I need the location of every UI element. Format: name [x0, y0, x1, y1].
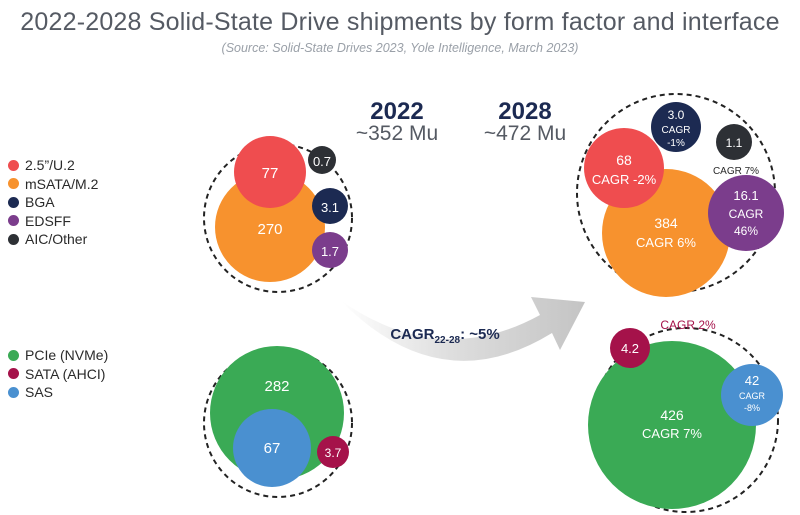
cagr-2028-edsff-value: 46%: [734, 224, 758, 238]
bubble-2022-u2: [234, 136, 306, 208]
bubble-2028-aic: [716, 124, 752, 160]
bubble-2028-edsff: [708, 175, 784, 251]
arrow-cagr-sub: 22-28: [434, 335, 460, 346]
legend-item-m2: mSATA/M.2: [8, 175, 98, 194]
cagr-2028-aic: CAGR 7%: [713, 166, 759, 177]
legend-item-u2: 2.5”/U.2: [8, 156, 98, 175]
legend-dot-sata: [8, 368, 19, 380]
value-2028-pcie: 426: [660, 407, 684, 423]
bubble-2022-sata: [317, 436, 349, 468]
arrow-cagr-label: CAGR22-28: ~5%: [390, 326, 499, 346]
cagr-2028-sas: CAGR: [739, 391, 766, 401]
dashed-outline-2022-form-factor: [203, 143, 353, 293]
legend-dot-bga: [8, 196, 19, 208]
cagr-2028-edsff: CAGR: [729, 207, 764, 221]
legend-interface: PCIe (NVMe) SATA (AHCI) SAS: [8, 346, 108, 402]
legend-item-sata: SATA (AHCI): [8, 365, 108, 384]
legend-dot-pcie: [8, 349, 19, 361]
legend-item-bga: BGA: [8, 193, 98, 212]
value-2022-sata: 3.7: [325, 446, 342, 460]
legend-item-sas: SAS: [8, 383, 108, 402]
legend-label-sas: SAS: [25, 384, 54, 401]
bubble-2022-sas: [233, 409, 311, 487]
value-2028-aic: 1.1: [726, 136, 743, 150]
legend-label-bga: BGA: [25, 194, 55, 211]
legend-item-edsff: EDSFF: [8, 212, 98, 231]
cagr-2028-u2: CAGR -2%: [592, 172, 657, 187]
legend-item-pcie: PCIe (NVMe): [8, 346, 108, 365]
total-2028-label: ~472 Mu: [483, 122, 567, 145]
bubble-2022-msata-m2: [215, 172, 325, 282]
legend-label-aic: AIC/Other: [25, 231, 88, 248]
legend-label-m2: mSATA/M.2: [25, 175, 99, 192]
legend-dot-aic: [8, 233, 19, 245]
value-2028-u2: 68: [616, 152, 632, 168]
legend-dot-u2: [8, 159, 19, 171]
value-2022-sas: 67: [264, 440, 281, 457]
legend-label-sata: SATA (AHCI): [25, 365, 106, 382]
value-2028-sas: 42: [745, 373, 759, 388]
value-2022-msata-m2: 270: [257, 221, 282, 238]
chart-title: 2022-2028 Solid-State Drive shipments by…: [20, 8, 780, 36]
cagr-2028-pcie: CAGR 7%: [642, 426, 702, 441]
value-2022-aic: 0.7: [313, 154, 331, 169]
year-2028-label: 2028: [498, 98, 552, 125]
value-2028-bga: 3.0: [668, 108, 685, 122]
value-2022-u2: 77: [262, 165, 279, 182]
bubble-2022-aic: [308, 146, 336, 174]
legend-dot-edsff: [8, 215, 19, 227]
arrow-cagr-prefix: CAGR: [390, 326, 434, 343]
legend-label-pcie: PCIe (NVMe): [25, 347, 109, 364]
arrow-cagr-value: : ~5%: [460, 326, 500, 343]
chart-source: (Source: Solid-State Drives 2023, Yole I…: [221, 41, 579, 55]
value-2028-sata: 4.2: [621, 341, 639, 356]
legend-item-aic: AIC/Other: [8, 230, 98, 249]
cagr-2028-sata: CAGR 2%: [660, 318, 716, 332]
bubble-2028-sas: [721, 364, 783, 426]
bubble-2022-bga: [312, 188, 348, 224]
legend-dot-sas: [8, 386, 19, 398]
legend-form-factor: 2.5”/U.2 mSATA/M.2 BGA EDSFF AIC/Other: [8, 156, 98, 249]
growth-arrow: [340, 297, 585, 361]
total-2022-label: ~352 Mu: [355, 122, 439, 145]
legend-label-edsff: EDSFF: [25, 212, 71, 229]
bubble-2028-u2: [584, 128, 664, 208]
year-2022-label: 2022: [370, 98, 424, 125]
bubble-2022-edsff: [312, 232, 348, 268]
value-2028-msata-m2: 384: [654, 215, 678, 231]
bubble-2028-pcie: [588, 341, 756, 509]
cagr-2028-bga-value: -1%: [667, 138, 685, 149]
value-2022-edsff: 1.7: [321, 244, 339, 259]
bubble-2028-bga: [651, 102, 701, 152]
dashed-outline-2022-interface: [203, 348, 353, 498]
legend-dot-m2: [8, 178, 19, 190]
value-2022-pcie: 282: [264, 378, 289, 395]
value-2022-bga: 3.1: [321, 200, 339, 215]
cagr-2028-sas-value: -8%: [744, 403, 760, 413]
bubble-2028-sata: [610, 328, 650, 368]
cagr-2028-msata-m2: CAGR 6%: [636, 235, 696, 250]
value-2028-edsff: 16.1: [733, 188, 758, 203]
cagr-2028-bga: CAGR: [662, 125, 691, 136]
legend-label-u2: 2.5”/U.2: [25, 157, 75, 174]
